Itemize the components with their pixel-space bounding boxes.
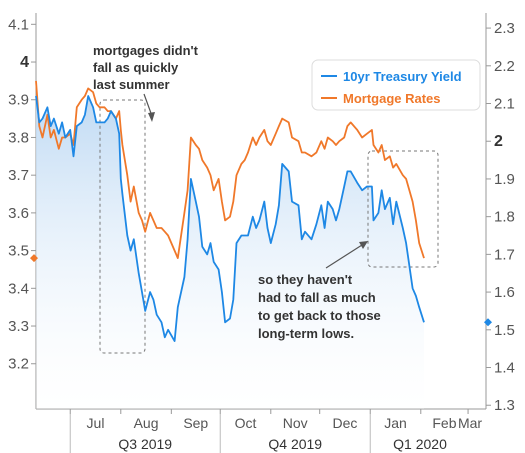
x-month-label: Feb: [432, 415, 456, 431]
annotation-summer-arrowhead: [148, 112, 155, 122]
treasury-area-layer: [36, 96, 424, 409]
x-quarter-label: Q4 2019: [268, 436, 322, 452]
treasury-last-value-marker: [484, 318, 492, 327]
right-tick-label: 2: [494, 133, 503, 150]
annotation-recent: so they haven't had to fall as much to g…: [258, 272, 384, 341]
annotation-recent-line-4: long-term lows.: [258, 326, 354, 341]
series-line-mortgage: [35, 80, 425, 259]
right-tick-label: 1.6: [494, 284, 515, 301]
right-tick-label: 2.1: [494, 96, 515, 113]
legend-box: [311, 59, 481, 111]
annotation-box-summer: [99, 99, 146, 354]
x-axis-ticks: Jul Aug Sep Oct Nov Dec Jan Feb Mar Q3 2019 Q4 201…: [69, 409, 482, 453]
legend-label-treasury: 10yr Treasury Yield: [343, 69, 462, 84]
annotation-recent-line-3: to get back to those: [258, 308, 381, 323]
annotation-summer-line-2: fall as quickly: [93, 60, 179, 75]
x-month-label: Nov: [283, 415, 308, 431]
right-tick-label: 1.5: [494, 322, 515, 339]
legend-label-mortgage: Mortgage Rates: [343, 91, 441, 106]
annotation-summer-line-3: last summer: [93, 77, 170, 92]
x-month-label: Dec: [333, 415, 358, 431]
annotation-recent-arrowhead: [359, 241, 368, 249]
annotation-summer-arrow: [143, 93, 153, 117]
legend: 10yr Treasury Yield Mortgage Rates: [311, 59, 481, 111]
series-lines-layer: [35, 80, 425, 342]
series-line-treasury: [35, 95, 425, 342]
right-tick-label: 1.3: [494, 397, 515, 414]
last-value-markers: [30, 254, 492, 327]
left-tick-label: 4: [20, 54, 29, 71]
right-tick-label: 1.4: [494, 360, 515, 377]
left-tick-label: 3.3: [8, 318, 29, 335]
x-month-label: Mar: [458, 415, 482, 431]
x-month-label: Jan: [384, 415, 407, 431]
left-tick-label: 3.9: [8, 92, 29, 109]
left-tick-label: 4.1: [8, 16, 29, 33]
annotation-summer: mortgages didn't fall as quickly last su…: [93, 43, 202, 92]
annotation-box-recent: [367, 150, 439, 268]
annotation-summer-line-1: mortgages didn't: [93, 43, 199, 58]
left-tick-label: 3.4: [8, 280, 29, 297]
x-quarter-label: Q3 2019: [118, 436, 172, 452]
right-tick-label: 2.2: [494, 58, 515, 75]
left-tick-label: 3.2: [8, 356, 29, 373]
right-tick-label: 1.9: [494, 171, 515, 188]
x-month-label: Aug: [134, 415, 159, 431]
left-axis-ticks: 3.2 3.3 3.4 3.5 3.6 3.7 3.8 3.9 4 4.1: [8, 16, 36, 373]
x-quarter-label: Q1 2020: [393, 436, 447, 452]
left-tick-label: 3.6: [8, 205, 29, 222]
annotation-recent-arrow: [325, 244, 363, 269]
treasury-area: [36, 96, 424, 409]
annotation-recent-line-1: so they haven't: [258, 272, 353, 287]
x-month-label: Jul: [87, 415, 105, 431]
right-tick-label: 1.8: [494, 209, 515, 226]
left-tick-label: 3.8: [8, 129, 29, 146]
right-tick-label: 2.3: [494, 20, 515, 37]
left-tick-label: 3.7: [8, 167, 29, 184]
right-tick-label: 1.7: [494, 246, 515, 263]
left-tick-label: 3.5: [8, 243, 29, 260]
mortgage-last-value-marker: [30, 254, 38, 263]
annotation-recent-line-2: had to fall as much: [258, 290, 376, 305]
right-axis-ticks: 1.3 1.4 1.5 1.6 1.7 1.8 1.9 2 2.1 2.2 2.3: [486, 20, 515, 414]
x-month-label: Oct: [235, 415, 257, 431]
x-month-label: Sep: [183, 415, 208, 431]
